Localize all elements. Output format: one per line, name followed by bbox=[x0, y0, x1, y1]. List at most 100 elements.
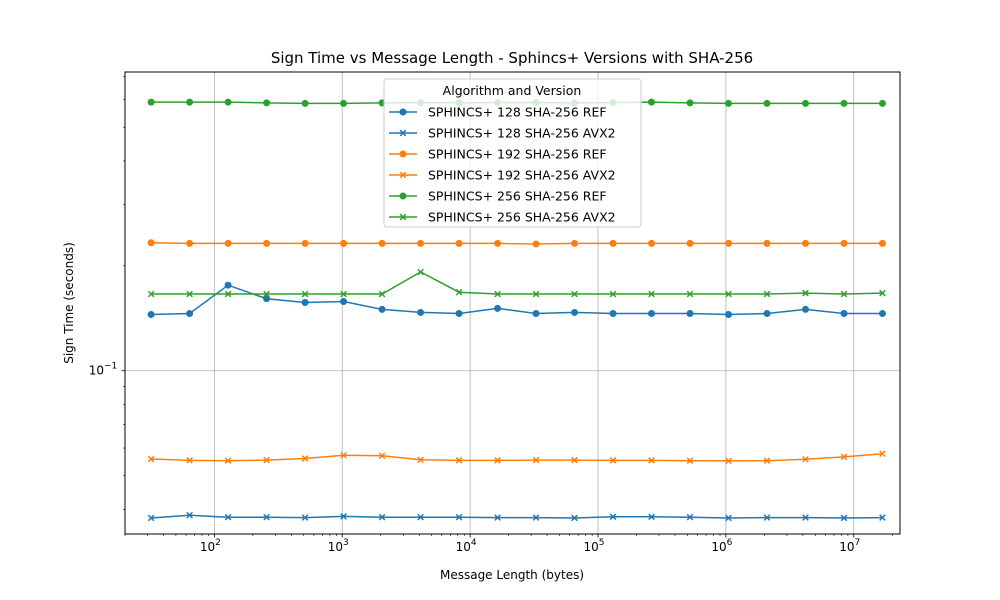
data-point bbox=[725, 99, 733, 107]
data-point bbox=[571, 456, 578, 464]
data-point bbox=[840, 514, 848, 522]
data-point bbox=[263, 295, 271, 303]
data-point bbox=[340, 298, 348, 306]
legend-label: SPHINCS+ 128 SHA-256 REF bbox=[428, 105, 607, 120]
data-point bbox=[686, 239, 694, 247]
data-point bbox=[186, 309, 194, 317]
data-point bbox=[494, 514, 501, 521]
series-6 bbox=[147, 268, 886, 298]
series-3 bbox=[147, 239, 886, 248]
data-point bbox=[571, 290, 578, 298]
data-point bbox=[494, 290, 501, 298]
data-point bbox=[186, 98, 194, 106]
data-point bbox=[686, 309, 694, 317]
legend-label: SPHINCS+ 256 SHA-256 REF bbox=[428, 189, 607, 204]
data-point bbox=[725, 290, 732, 298]
data-point bbox=[224, 513, 232, 521]
data-point bbox=[147, 239, 155, 247]
data-point bbox=[840, 309, 848, 317]
x-tick-label: 102 bbox=[200, 538, 221, 554]
x-tick-label: 103 bbox=[328, 538, 349, 554]
data-point bbox=[686, 99, 694, 107]
data-point bbox=[417, 239, 425, 247]
legend-items: SPHINCS+ 128 SHA-256 REF SPHINCS+ 128 SHA… bbox=[389, 105, 616, 225]
legend-swatch-marker bbox=[399, 108, 407, 116]
legend-item: SPHINCS+ 128 SHA-256 AVX2 bbox=[389, 126, 616, 141]
data-point bbox=[801, 239, 809, 247]
data-point bbox=[147, 290, 155, 298]
data-point bbox=[494, 239, 502, 247]
data-point bbox=[532, 290, 540, 298]
legend-label: SPHINCS+ 192 SHA-256 AVX2 bbox=[428, 168, 616, 183]
data-point bbox=[609, 457, 617, 464]
legend-title: Algorithm and Version bbox=[443, 83, 582, 98]
data-point bbox=[224, 457, 232, 464]
data-point bbox=[840, 453, 848, 461]
data-point bbox=[609, 290, 617, 298]
legend-item: SPHINCS+ 256 SHA-256 REF bbox=[389, 189, 607, 204]
series-line bbox=[151, 241, 883, 245]
x-tick-label: 107 bbox=[839, 538, 860, 554]
data-point bbox=[840, 239, 848, 247]
data-point bbox=[224, 290, 232, 298]
data-point bbox=[147, 98, 155, 106]
data-point bbox=[879, 289, 886, 297]
data-point bbox=[763, 457, 771, 464]
data-point bbox=[648, 457, 655, 464]
data-point bbox=[802, 455, 809, 463]
data-point bbox=[378, 239, 386, 247]
data-point bbox=[263, 99, 271, 107]
data-point bbox=[455, 309, 463, 317]
legend-swatch-marker bbox=[399, 129, 407, 137]
data-point bbox=[571, 239, 579, 247]
data-point bbox=[763, 514, 771, 521]
data-point bbox=[609, 513, 617, 521]
legend-item: SPHINCS+ 256 SHA-256 AVX2 bbox=[389, 210, 616, 225]
data-point bbox=[340, 513, 347, 520]
data-point bbox=[494, 457, 501, 464]
data-point bbox=[840, 99, 848, 107]
data-point bbox=[417, 308, 425, 316]
data-point bbox=[802, 289, 809, 297]
data-point bbox=[801, 99, 809, 107]
data-point bbox=[686, 290, 694, 298]
data-point bbox=[301, 514, 309, 521]
data-point bbox=[763, 290, 771, 298]
legend-label: SPHINCS+ 128 SHA-256 AVX2 bbox=[428, 126, 616, 141]
data-point bbox=[417, 268, 424, 276]
data-point bbox=[648, 290, 655, 298]
data-point bbox=[878, 239, 886, 247]
data-point bbox=[455, 288, 463, 296]
data-point bbox=[340, 451, 347, 459]
data-point bbox=[455, 513, 463, 521]
data-point bbox=[378, 305, 386, 313]
data-point bbox=[571, 308, 579, 316]
y-axis-label: Sign Time (seconds) bbox=[62, 242, 76, 364]
data-point bbox=[571, 514, 578, 522]
data-point bbox=[301, 455, 309, 462]
data-point bbox=[301, 298, 309, 306]
data-point bbox=[340, 239, 348, 247]
x-axis-label: Message Length (bytes) bbox=[440, 568, 584, 582]
x-tick-label: 106 bbox=[711, 538, 732, 554]
data-point bbox=[263, 456, 270, 464]
series-4 bbox=[147, 450, 886, 465]
series-2 bbox=[147, 511, 886, 522]
data-point bbox=[609, 239, 617, 247]
data-point bbox=[147, 455, 155, 463]
data-point bbox=[763, 99, 771, 107]
data-point bbox=[725, 239, 733, 247]
data-point bbox=[378, 513, 386, 521]
chart-title: Sign Time vs Message Length - Sphincs+ V… bbox=[271, 49, 753, 67]
data-point bbox=[763, 239, 771, 247]
data-point bbox=[609, 309, 617, 317]
data-point bbox=[725, 514, 732, 522]
data-point bbox=[878, 309, 886, 317]
data-point bbox=[378, 452, 386, 460]
data-point bbox=[725, 311, 733, 319]
data-point bbox=[186, 290, 193, 298]
data-point bbox=[879, 450, 886, 458]
data-point bbox=[648, 309, 656, 317]
data-point bbox=[147, 514, 155, 522]
data-point bbox=[840, 290, 848, 298]
